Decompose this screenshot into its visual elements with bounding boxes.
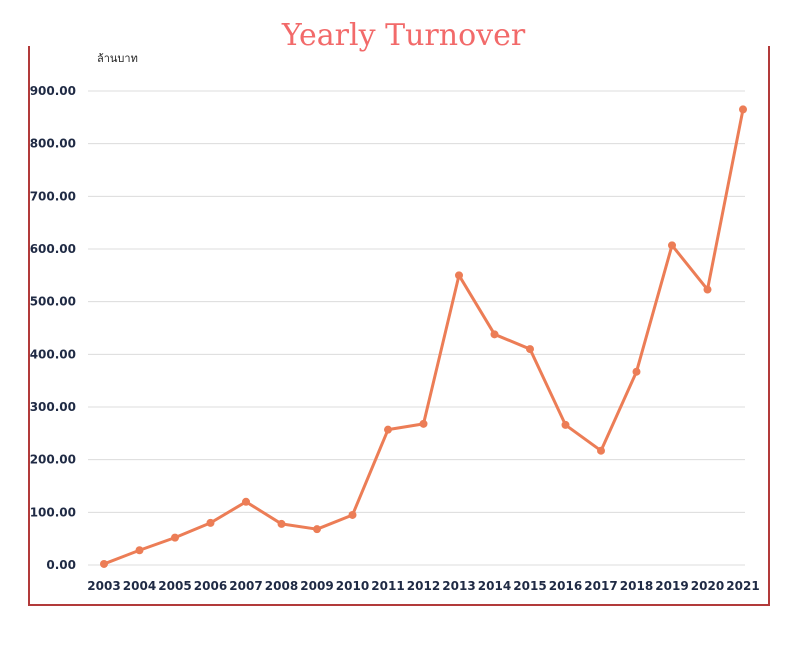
x-tick-label: 2015 xyxy=(513,579,546,593)
y-tick-label: 900.00 xyxy=(30,84,76,98)
x-tick-label: 2019 xyxy=(655,579,688,593)
data-point xyxy=(455,271,463,280)
y-tick-label: 600.00 xyxy=(30,242,76,256)
gridlines xyxy=(88,90,745,566)
y-tick-label: 0.00 xyxy=(46,558,76,572)
x-tick-label: 2005 xyxy=(158,579,191,593)
data-point xyxy=(135,546,144,555)
y-tick-label: 800.00 xyxy=(30,137,76,151)
data-point xyxy=(206,518,215,527)
data-point xyxy=(526,345,534,354)
x-tick-label: 2017 xyxy=(584,579,617,593)
x-tick-label: 2013 xyxy=(442,579,475,593)
y-tick-label: 500.00 xyxy=(30,295,76,309)
data-point xyxy=(597,446,605,455)
y-axis-ticks: 0.00 100.00 200.00 300.00 400.00 500.00 600.00… xyxy=(30,84,76,572)
x-tick-label: 2004 xyxy=(123,579,156,593)
data-point xyxy=(100,559,108,568)
data-point xyxy=(632,367,641,376)
series-layer xyxy=(100,105,747,568)
x-tick-label: 2008 xyxy=(265,579,298,593)
data-point xyxy=(561,420,570,429)
data-point xyxy=(277,519,286,528)
y-tick-label: 700.00 xyxy=(30,189,76,203)
data-point xyxy=(668,241,676,250)
y-axis-unit-label: ล้านบาท xyxy=(97,52,138,65)
x-tick-label: 2010 xyxy=(336,579,369,593)
x-tick-label: 2020 xyxy=(691,579,724,593)
data-point xyxy=(313,525,321,534)
data-point xyxy=(348,510,357,519)
x-tick-label: 2021 xyxy=(726,579,759,593)
chart-frame xyxy=(28,46,770,606)
x-tick-label: 2014 xyxy=(478,579,511,593)
y-tick-label: 300.00 xyxy=(30,400,76,414)
x-tick-label: 2018 xyxy=(620,579,653,593)
x-tick-label: 2003 xyxy=(87,579,120,593)
y-tick-label: 400.00 xyxy=(30,347,76,361)
data-point xyxy=(171,533,179,542)
data-point xyxy=(419,419,428,428)
data-point xyxy=(490,330,499,339)
x-tick-label: 2006 xyxy=(194,579,227,593)
data-point xyxy=(703,285,712,294)
data-point xyxy=(242,497,250,506)
x-tick-label: 2016 xyxy=(549,579,582,593)
x-tick-label: 2007 xyxy=(229,579,262,593)
series-line xyxy=(103,109,745,566)
x-tick-label: 2009 xyxy=(300,579,333,593)
data-point xyxy=(739,105,747,114)
x-tick-label: 2011 xyxy=(371,579,404,593)
x-tick-label: 2012 xyxy=(407,579,440,593)
chart-title: Yearly Turnover xyxy=(281,18,526,53)
y-tick-label: 100.00 xyxy=(30,505,76,519)
y-tick-label: 200.00 xyxy=(30,453,76,467)
x-axis-ticks: 2003 2004 2005 2006 2007 2008 2009 2010 2011 2012… xyxy=(87,579,759,593)
data-point xyxy=(384,425,392,434)
